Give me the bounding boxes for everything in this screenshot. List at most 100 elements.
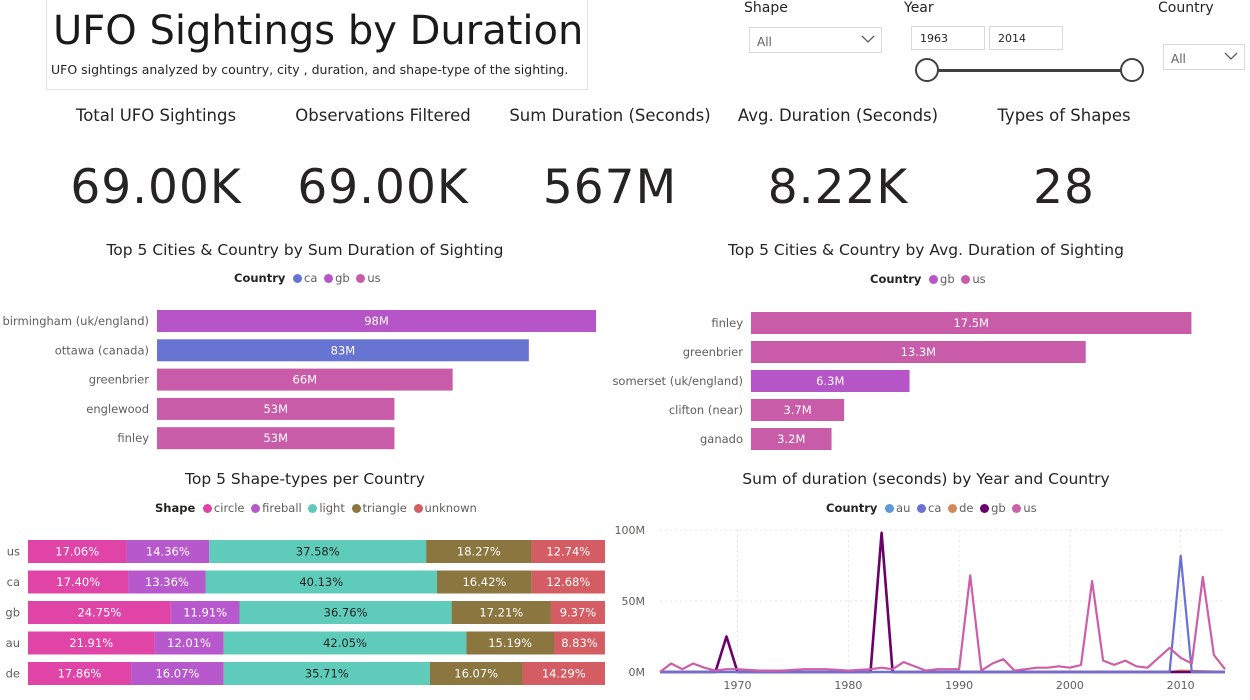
series-line-gb[interactable] (660, 531, 1225, 674)
bar-segment[interactable] (437, 570, 532, 594)
series-line-ca[interactable] (660, 554, 1225, 674)
bar[interactable] (157, 368, 453, 391)
page-subtitle: UFO sightings analyzed by country, city … (51, 62, 569, 77)
legend-item-light[interactable]: light (308, 501, 345, 515)
bar-segment[interactable] (550, 601, 605, 624)
bar[interactable] (751, 370, 910, 392)
country-dropdown-value: All (1171, 52, 1186, 66)
year-start-input[interactable]: 1963 (911, 26, 985, 50)
country-dropdown[interactable]: All (1163, 44, 1245, 70)
x-tick-label: 1990 (945, 679, 973, 692)
legend-item-gb[interactable]: gb (929, 272, 955, 286)
year-slicer-label: Year (904, 0, 934, 16)
legend-item-triangle[interactable]: triangle (351, 501, 407, 515)
data-label: 17.86% (58, 667, 102, 681)
legend-item-us[interactable]: us (961, 272, 986, 286)
bar-segment[interactable] (131, 662, 224, 685)
year-slider-start-handle[interactable] (915, 58, 939, 82)
bar-segment[interactable] (28, 540, 127, 563)
bar[interactable] (157, 397, 395, 420)
line-chart-duration-by-year: 1970 1980 1990 2000 2010 0M 50M 100M (615, 524, 1226, 692)
category-label: us (7, 545, 20, 559)
bar-segment[interactable] (553, 631, 605, 655)
bar-segment[interactable] (209, 540, 427, 563)
data-label: 17.5M (953, 316, 989, 330)
legend-item-gb[interactable]: gb (980, 501, 1006, 515)
year-slider-end-handle[interactable] (1120, 58, 1144, 82)
legend-title: Country (870, 272, 922, 286)
data-label: 53M (263, 431, 288, 445)
bar-segment[interactable] (28, 570, 129, 594)
bar-segment[interactable] (223, 662, 430, 685)
bar-segment[interactable] (429, 662, 523, 685)
legend-item-ca[interactable]: ca (293, 271, 317, 285)
data-label: 42.05% (323, 636, 367, 650)
legend-title: Country (826, 501, 878, 515)
data-label: 16.07% (454, 667, 498, 681)
legend-shape-types: Shape circle fireball light triangle unk… (155, 501, 480, 515)
data-label: 37.58% (296, 545, 340, 559)
data-label: 83M (331, 343, 356, 357)
bar-segment[interactable] (28, 662, 132, 685)
data-label: 66M (293, 373, 318, 387)
category-label: finley (711, 316, 743, 330)
legend-item-gb[interactable]: gb (324, 271, 350, 285)
data-label: 36.76% (324, 606, 368, 620)
category-label: gb (5, 606, 20, 620)
bar-segment[interactable] (531, 570, 605, 594)
chevron-down-icon (861, 35, 875, 43)
kpi-label-avg-duration: Avg. Duration (Seconds) (737, 106, 939, 125)
legend-item-unknown[interactable]: unknown (413, 501, 477, 515)
y-tick-label: 0M (629, 666, 646, 679)
series-line-us[interactable] (659, 574, 1226, 673)
category-label: ganado (700, 432, 743, 446)
chart-title-duration-by-year: Sum of duration (seconds) by Year and Co… (742, 470, 1110, 488)
bar-segment[interactable] (426, 540, 532, 563)
bar-segment[interactable] (128, 570, 206, 594)
legend-duration-by-year: Country au ca de gb us (826, 501, 1040, 515)
bar[interactable] (751, 312, 1192, 334)
legend-item-circle[interactable]: circle (202, 501, 245, 515)
data-label: 24.75% (77, 606, 121, 620)
page-title: UFO Sightings by Duration (53, 8, 584, 54)
bar[interactable] (157, 427, 395, 450)
bar-segment[interactable] (451, 601, 551, 624)
bar[interactable] (751, 341, 1086, 363)
shape-dropdown[interactable]: All (749, 27, 882, 53)
year-slider-track[interactable] (927, 69, 1132, 72)
legend-item-de[interactable]: de (948, 501, 973, 515)
shape-dropdown-value: All (757, 35, 772, 49)
bar-segment[interactable] (223, 631, 467, 655)
data-label: 6.3M (816, 374, 844, 388)
legend-item-us[interactable]: us (1012, 501, 1037, 515)
legend-item-au[interactable]: au (885, 501, 910, 515)
legend-item-fireball[interactable]: fireball (251, 501, 302, 515)
bar-segment[interactable] (28, 601, 171, 624)
bar-segment[interactable] (154, 631, 224, 655)
year-end-input[interactable]: 2014 (989, 26, 1063, 50)
bar-segment[interactable] (170, 601, 240, 624)
bar-segment[interactable] (28, 631, 155, 655)
bar-segment[interactable] (531, 540, 606, 563)
data-label: 14.29% (542, 667, 586, 681)
bar[interactable] (157, 310, 597, 332)
bar-segment[interactable] (239, 601, 452, 624)
x-tick-label: 1980 (834, 679, 862, 692)
category-label: greenbrier (683, 345, 744, 359)
bar-segment[interactable] (126, 540, 210, 563)
bar-segment[interactable] (466, 631, 554, 655)
bar[interactable] (157, 339, 529, 362)
bar[interactable] (751, 428, 832, 450)
kpi-value-avg-duration: 8.22K (767, 160, 909, 215)
legend-item-ca[interactable]: ca (917, 501, 941, 515)
legend-item-us[interactable]: us (356, 271, 381, 285)
kpi-value-shape-types: 28 (1033, 160, 1095, 215)
bar-segment[interactable] (522, 662, 605, 685)
bar[interactable] (751, 399, 845, 421)
data-label: 15.19% (488, 636, 532, 650)
kpi-label-shape-types: Types of Shapes (997, 106, 1131, 125)
bar-segment[interactable] (205, 570, 438, 594)
category-label: de (6, 667, 20, 681)
kpi-label-sum-duration: Sum Duration (Seconds) (509, 106, 711, 125)
data-label: 13.3M (901, 345, 937, 359)
